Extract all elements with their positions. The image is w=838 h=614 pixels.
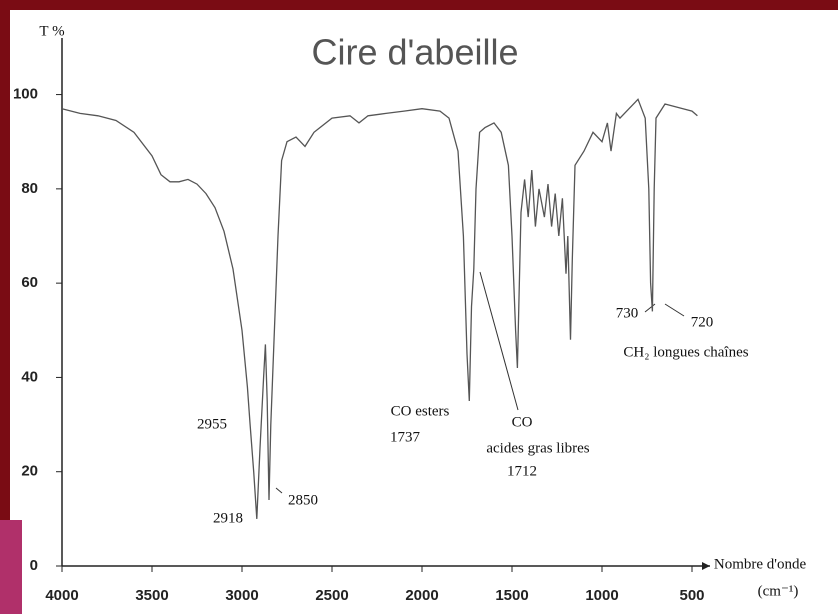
annotation: 1737 <box>390 429 421 445</box>
annotation: CO esters <box>391 403 450 419</box>
x-tick-label: 500 <box>679 587 704 604</box>
chart-title: Cire d'abeille <box>312 32 519 73</box>
x-tick-label: 1000 <box>585 587 618 604</box>
y-tick-label: 80 <box>21 180 38 197</box>
y-tick-label: 60 <box>21 274 38 291</box>
y-tick-label: 0 <box>30 557 38 574</box>
x-axis-unit: (cm⁻¹) <box>758 583 799 599</box>
leader-line <box>644 303 656 313</box>
x-axis-arrow <box>702 562 710 570</box>
x-tick-label: 4000 <box>45 587 78 604</box>
frame-corner <box>0 520 22 614</box>
annotation: CH₂ longues chaînes <box>623 344 748 360</box>
annotation: 2850 <box>288 492 318 508</box>
y-tick-label: 100 <box>13 86 38 103</box>
y-tick-label: 20 <box>21 463 38 480</box>
annotation: 2918 <box>213 510 243 526</box>
x-tick-label: 2500 <box>315 587 348 604</box>
x-axis-label: Nombre d'onde <box>714 556 807 572</box>
y-axis-label: T % <box>39 23 64 39</box>
annotation: acides gras libres <box>486 440 589 456</box>
leader-line <box>479 271 519 411</box>
leader-line <box>664 303 685 317</box>
y-tick-label: 40 <box>21 368 38 385</box>
x-tick-label: 3500 <box>135 587 168 604</box>
annotation: CO <box>512 414 533 430</box>
annotation: 2955 <box>197 416 227 432</box>
leader-line <box>275 487 283 494</box>
frame-left <box>0 0 10 614</box>
annotation: 1712 <box>507 463 537 479</box>
x-tick-label: 2000 <box>405 587 438 604</box>
x-tick-label: 1500 <box>495 587 528 604</box>
spectrum-line <box>61 98 698 519</box>
x-tick-label: 3000 <box>225 587 258 604</box>
annotation: 730 <box>616 305 639 321</box>
annotation: 720 <box>691 314 714 330</box>
frame-top <box>0 0 838 10</box>
